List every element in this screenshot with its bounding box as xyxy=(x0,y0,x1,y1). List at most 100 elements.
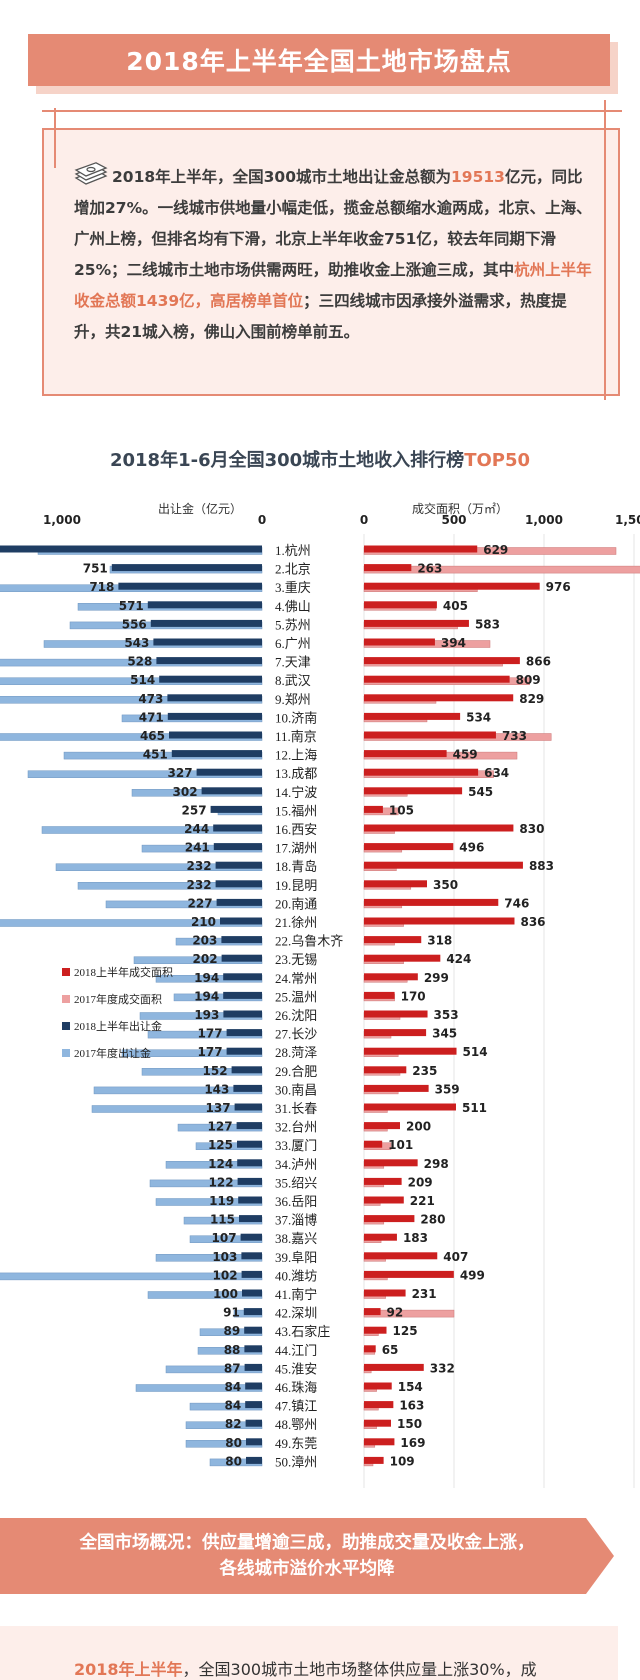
revenue-value-label: 327 xyxy=(168,766,193,780)
revenue-value-label: 115 xyxy=(210,1213,235,1227)
revenue-value-label: 125 xyxy=(208,1138,233,1152)
city-label: 15.福州 xyxy=(275,803,317,818)
bar-2018-transaction-area xyxy=(364,954,441,962)
area-value-label: 496 xyxy=(459,841,484,855)
bar-2018-transaction-area xyxy=(364,861,523,869)
bar-2018-land-revenue xyxy=(213,824,262,832)
banner-line-1: 全国市场概况：供应量增逾三成，助推成交量及收金上涨， xyxy=(79,1533,535,1553)
area-value-label: 109 xyxy=(390,1454,415,1468)
revenue-value-label: 241 xyxy=(185,841,210,855)
bar-2018-transaction-area xyxy=(364,1010,428,1018)
area-value-label: 836 xyxy=(520,915,545,929)
revenue-value-label: 137 xyxy=(206,1101,231,1115)
city-label: 30.南昌 xyxy=(275,1082,317,1097)
chart-title: 2018年1-6月全国300城市土地收入排行榜TOP50 xyxy=(0,446,640,472)
bar-2018-land-revenue xyxy=(156,657,262,665)
bar-2018-transaction-area xyxy=(364,1438,395,1446)
bar-2018-land-revenue xyxy=(238,1196,262,1204)
left-tick-label: 1,000 xyxy=(43,513,81,527)
revenue-value-label: 80 xyxy=(225,1454,242,1468)
legend-label: 2017年度出让金 xyxy=(74,1046,151,1060)
city-label: 34.泸州 xyxy=(275,1157,317,1172)
area-value-label: 231 xyxy=(412,1287,437,1301)
area-value-label: 511 xyxy=(462,1101,487,1115)
intro-part-1: 2018年上半年，全国300城市土地出让金总额为 xyxy=(112,168,451,186)
city-label: 27.长沙 xyxy=(275,1027,317,1042)
bar-2018-transaction-area xyxy=(364,936,422,944)
bar-2018-land-revenue xyxy=(237,1140,262,1148)
city-label: 9.郑州 xyxy=(275,692,311,707)
bottom-text-box xyxy=(0,1626,618,1680)
bar-2018-land-revenue xyxy=(111,564,262,572)
city-label: 49.东莞 xyxy=(275,1436,317,1451)
bar-2018-land-revenue xyxy=(231,1066,262,1074)
bar-2018-land-revenue xyxy=(245,1382,262,1390)
bar-2018-land-revenue xyxy=(171,750,262,758)
revenue-value-label: 124 xyxy=(208,1157,233,1171)
revenue-value-label: 194 xyxy=(194,971,219,985)
area-value-label: 394 xyxy=(441,636,466,650)
bar-2018-transaction-area xyxy=(364,1289,406,1297)
area-value-label: 125 xyxy=(393,1324,418,1338)
city-label: 3.重庆 xyxy=(275,580,311,595)
intro-part-3: 亿元，同比增加27%。一线城市供地量小幅走低，揽金总额缩水逾两成，北京、上海、广… xyxy=(74,168,592,279)
bar-2018-land-revenue xyxy=(244,1326,262,1334)
revenue-value-label: 210 xyxy=(191,915,216,929)
bar-2018-land-revenue xyxy=(118,582,263,590)
bar-2018-land-revenue xyxy=(147,601,262,609)
city-label: 46.珠海 xyxy=(275,1380,317,1395)
right-tick-label: 1,500 xyxy=(615,513,640,527)
area-value-label: 154 xyxy=(398,1380,423,1394)
area-value-label: 634 xyxy=(484,766,509,780)
city-label: 19.昆明 xyxy=(275,878,317,893)
intro-box: 2018年上半年，全国300城市土地出让金总额为19513亿元，同比增加27%。… xyxy=(42,128,620,396)
revenue-value-label: 143 xyxy=(204,1082,229,1096)
city-label: 26.沈阳 xyxy=(275,1008,317,1023)
bar-2018-transaction-area xyxy=(364,601,437,609)
area-value-label: 183 xyxy=(403,1231,428,1245)
area-value-label: 92 xyxy=(387,1306,404,1320)
title-banner: 2018年上半年全国土地市场盘点 xyxy=(28,34,610,86)
bar-2018-land-revenue xyxy=(0,545,262,553)
bar-2018-land-revenue xyxy=(246,1456,262,1464)
revenue-value-label: 89 xyxy=(223,1324,240,1338)
city-label: 39.阜阳 xyxy=(275,1250,317,1265)
bar-2018-transaction-area xyxy=(364,694,514,702)
bar-2018-land-revenue xyxy=(239,1215,262,1223)
intro-total-amount: 19513 xyxy=(451,168,505,186)
city-label: 47.镇江 xyxy=(275,1399,317,1414)
bar-2018-transaction-area xyxy=(364,787,463,795)
legend-swatch xyxy=(62,968,70,976)
city-label: 42.深圳 xyxy=(275,1306,317,1321)
bottom-text-highlight: 2018年上半年 xyxy=(74,1660,183,1679)
area-value-label: 866 xyxy=(526,655,551,669)
city-label: 17.湖州 xyxy=(275,841,317,856)
bar-2018-land-revenue xyxy=(159,675,262,683)
bar-2018-transaction-area xyxy=(364,1326,387,1334)
page-title: 2018年上半年全国土地市场盘点 xyxy=(126,47,512,76)
area-value-label: 101 xyxy=(388,1138,413,1152)
city-label: 40.潍坊 xyxy=(275,1268,317,1283)
bar-2018-transaction-area xyxy=(364,1084,429,1092)
right-tick-label: 0 xyxy=(360,513,368,527)
area-value-label: 746 xyxy=(504,896,529,910)
intro-text: 2018年上半年，全国300城市土地出让金总额为19513亿元，同比增加27%。… xyxy=(74,162,594,348)
bar-2018-land-revenue xyxy=(213,843,262,851)
bar-2018-transaction-area xyxy=(364,1308,381,1316)
bar-2018-transaction-area xyxy=(364,1215,415,1223)
bar-2018-transaction-area xyxy=(364,1103,456,1111)
area-value-label: 829 xyxy=(519,692,544,706)
city-label: 6.广州 xyxy=(275,636,311,651)
area-value-label: 883 xyxy=(529,859,554,873)
bar-2018-transaction-area xyxy=(364,1066,407,1074)
bar-2018-transaction-area xyxy=(364,1270,454,1278)
revenue-value-label: 232 xyxy=(187,878,212,892)
bar-2018-transaction-area xyxy=(364,898,499,906)
city-label: 7.天津 xyxy=(275,655,311,670)
area-value-label: 65 xyxy=(382,1343,399,1357)
left-axis-label: 出让金（亿元） xyxy=(158,501,242,516)
bar-2018-transaction-area xyxy=(364,1456,384,1464)
right-tick-label: 1,000 xyxy=(525,513,563,527)
bar-2018-transaction-area xyxy=(364,1122,400,1130)
bar-2018-land-revenue xyxy=(221,936,262,944)
